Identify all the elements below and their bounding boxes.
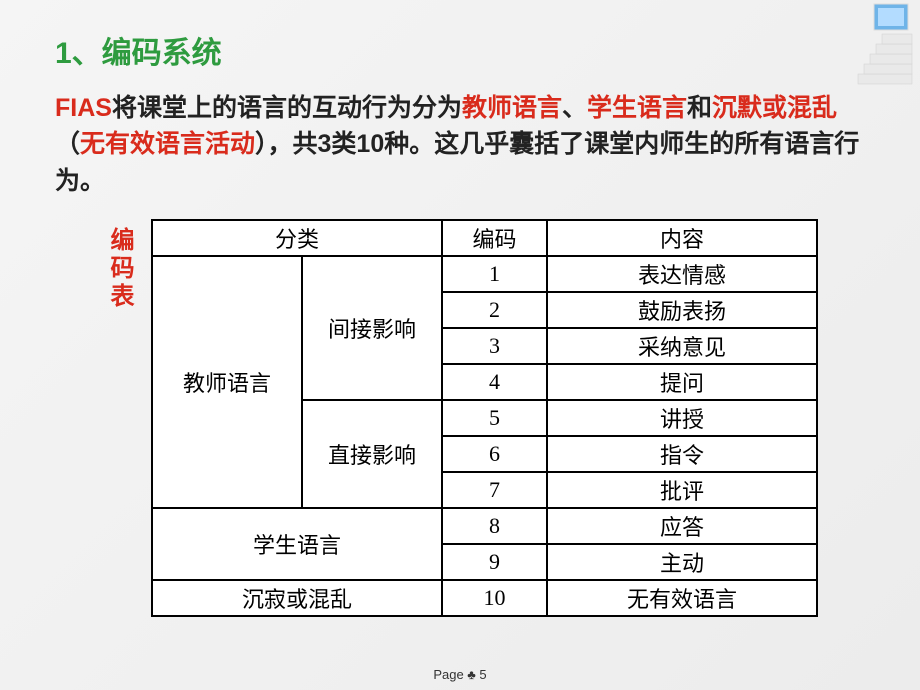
code-cell: 10	[442, 580, 547, 616]
content-cell: 应答	[547, 508, 817, 544]
content-cell: 采纳意见	[547, 328, 817, 364]
table-row: 沉寂或混乱 10 无有效语言	[152, 580, 817, 616]
content-cell: 无有效语言	[547, 580, 817, 616]
content-cell: 指令	[547, 436, 817, 472]
student-lang-term: 学生语言	[587, 94, 687, 122]
code-cell: 9	[442, 544, 547, 580]
sub-direct: 直接影响	[302, 400, 442, 508]
slide-content: 1、编码系统 FIAS将课堂上的语言的互动行为分为教师语言、学生语言和沉默或混乱…	[0, 0, 920, 690]
content-cell: 鼓励表扬	[547, 292, 817, 328]
code-cell: 2	[442, 292, 547, 328]
code-cell: 4	[442, 364, 547, 400]
content-cell: 提问	[547, 364, 817, 400]
page-footer: Page ♣ 5	[0, 667, 920, 682]
content-cell: 表达情感	[547, 256, 817, 292]
code-cell: 8	[442, 508, 547, 544]
th-code: 编码	[442, 220, 547, 256]
silence-term: 沉默或混乱	[712, 94, 837, 122]
coding-table: 分类 编码 内容 教师语言 间接影响 1 表达情感 2 鼓励表扬 3 采纳意见 …	[151, 219, 818, 617]
th-content: 内容	[547, 220, 817, 256]
cat-silence: 沉寂或混乱	[152, 580, 442, 616]
sub-indirect: 间接影响	[302, 256, 442, 400]
intro-paragraph: FIAS将课堂上的语言的互动行为分为教师语言、学生语言和沉默或混乱 （无有效语言活…	[55, 90, 865, 199]
table-header-row: 分类 编码 内容	[152, 220, 817, 256]
table-row: 教师语言 间接影响 1 表达情感	[152, 256, 817, 292]
cat-teacher: 教师语言	[152, 256, 302, 508]
no-activity-term: 无有效语言活动	[80, 130, 255, 158]
text-seg: 和	[687, 94, 712, 122]
content-cell: 批评	[547, 472, 817, 508]
content-cell: 主动	[547, 544, 817, 580]
code-cell: 3	[442, 328, 547, 364]
content-cell: 讲授	[547, 400, 817, 436]
text-seg: 、	[562, 94, 587, 122]
table-side-label: 编码表	[102, 227, 137, 311]
text-seg: （	[55, 130, 80, 158]
fias-term: FIAS	[55, 94, 112, 122]
table-area: 编码表 分类 编码 内容 教师语言 间接影响 1 表达情感 2 鼓励表扬 3 采…	[55, 219, 865, 617]
slide-heading: 1、编码系统	[55, 28, 865, 72]
cat-student: 学生语言	[152, 508, 442, 580]
code-cell: 1	[442, 256, 547, 292]
code-cell: 5	[442, 400, 547, 436]
code-cell: 7	[442, 472, 547, 508]
th-category: 分类	[152, 220, 442, 256]
table-row: 学生语言 8 应答	[152, 508, 817, 544]
text-seg: 将课堂上的语言的互动行为分为	[112, 94, 462, 122]
code-cell: 6	[442, 436, 547, 472]
teacher-lang-term: 教师语言	[462, 94, 562, 122]
